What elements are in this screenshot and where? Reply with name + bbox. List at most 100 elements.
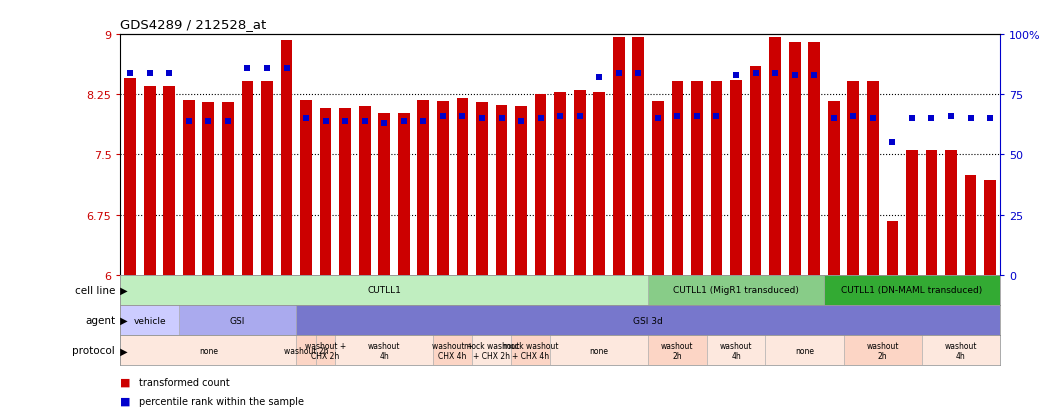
Bar xyxy=(984,180,996,275)
Bar xyxy=(847,81,860,275)
Bar xyxy=(296,305,1000,335)
Bar xyxy=(808,43,820,275)
Point xyxy=(591,75,607,82)
Point xyxy=(962,116,979,122)
Bar xyxy=(456,99,468,275)
Bar xyxy=(120,335,296,366)
Text: GSI 3d: GSI 3d xyxy=(633,316,663,325)
Text: ■: ■ xyxy=(120,396,134,406)
Text: ▶: ▶ xyxy=(117,315,128,325)
Point xyxy=(435,114,451,120)
Point xyxy=(942,114,959,120)
Point xyxy=(766,70,783,77)
Point xyxy=(982,116,999,122)
Text: percentile rank within the sample: percentile rank within the sample xyxy=(139,396,305,406)
Text: protocol: protocol xyxy=(72,345,115,356)
Point xyxy=(708,114,725,120)
Point xyxy=(532,116,549,122)
Bar xyxy=(316,335,335,366)
Bar xyxy=(120,305,179,335)
Point xyxy=(806,73,823,79)
Point xyxy=(239,65,255,72)
Point xyxy=(610,70,627,77)
Text: mock washout
+ CHX 4h: mock washout + CHX 4h xyxy=(503,341,559,360)
Bar xyxy=(261,81,273,275)
Bar xyxy=(730,81,742,275)
Point xyxy=(200,118,217,125)
Point xyxy=(376,121,393,127)
Point xyxy=(337,118,354,125)
Bar xyxy=(511,335,551,366)
Text: washout 2h: washout 2h xyxy=(284,346,329,355)
Bar xyxy=(711,81,722,275)
Text: washout
2h: washout 2h xyxy=(866,341,899,360)
Bar xyxy=(574,91,585,275)
Point xyxy=(904,116,920,122)
Text: none: none xyxy=(199,346,218,355)
Bar xyxy=(433,335,472,366)
Point xyxy=(728,73,744,79)
Point xyxy=(513,118,530,125)
Bar xyxy=(418,101,429,275)
Bar xyxy=(335,335,433,366)
Point xyxy=(923,116,940,122)
Bar xyxy=(652,102,664,275)
Bar xyxy=(476,103,488,275)
Bar xyxy=(867,81,878,275)
Text: washout +
CHX 4h: washout + CHX 4h xyxy=(432,341,473,360)
Point xyxy=(141,70,158,77)
Bar xyxy=(281,41,292,275)
Point xyxy=(884,140,900,146)
Bar xyxy=(824,275,1000,305)
Point xyxy=(297,116,314,122)
Text: washout
4h: washout 4h xyxy=(719,341,753,360)
Text: mock washout
+ CHX 2h: mock washout + CHX 2h xyxy=(464,341,519,360)
Point xyxy=(493,116,510,122)
Point xyxy=(279,65,295,72)
Point xyxy=(630,70,647,77)
Bar xyxy=(648,275,824,305)
Point xyxy=(786,73,803,79)
Text: washout
4h: washout 4h xyxy=(367,341,401,360)
Bar xyxy=(515,107,527,275)
Bar xyxy=(300,101,312,275)
Bar xyxy=(125,79,136,275)
Bar xyxy=(183,101,195,275)
Text: none: none xyxy=(589,346,608,355)
Text: ▶: ▶ xyxy=(117,285,128,295)
Bar xyxy=(594,93,605,275)
Bar xyxy=(359,107,371,275)
Bar xyxy=(535,95,547,275)
Text: cell line: cell line xyxy=(74,285,115,295)
Bar xyxy=(612,38,625,275)
Text: GSI: GSI xyxy=(230,316,245,325)
Text: CUTLL1 (MigR1 transduced): CUTLL1 (MigR1 transduced) xyxy=(673,286,799,294)
Text: washout +
CHX 2h: washout + CHX 2h xyxy=(305,341,347,360)
Text: vehicle: vehicle xyxy=(133,316,166,325)
Bar xyxy=(398,114,409,275)
Point xyxy=(356,118,373,125)
Text: CUTLL1: CUTLL1 xyxy=(367,286,401,294)
Bar xyxy=(707,335,765,366)
Text: ▶: ▶ xyxy=(117,345,128,356)
Point xyxy=(317,118,334,125)
Text: GDS4289 / 212528_at: GDS4289 / 212528_at xyxy=(120,18,267,31)
Point xyxy=(552,114,569,120)
Bar xyxy=(632,38,644,275)
Point xyxy=(865,116,882,122)
Bar xyxy=(906,151,918,275)
Bar xyxy=(495,105,508,275)
Bar xyxy=(143,87,156,275)
Bar xyxy=(472,335,511,366)
Point xyxy=(689,114,706,120)
Bar xyxy=(437,102,449,275)
Bar xyxy=(945,150,957,275)
Bar xyxy=(120,275,648,305)
Bar xyxy=(964,175,977,275)
Bar xyxy=(691,81,703,275)
Point xyxy=(473,116,490,122)
Text: ■: ■ xyxy=(120,377,134,387)
Point xyxy=(121,70,138,77)
Bar xyxy=(378,114,391,275)
Point xyxy=(669,114,686,120)
